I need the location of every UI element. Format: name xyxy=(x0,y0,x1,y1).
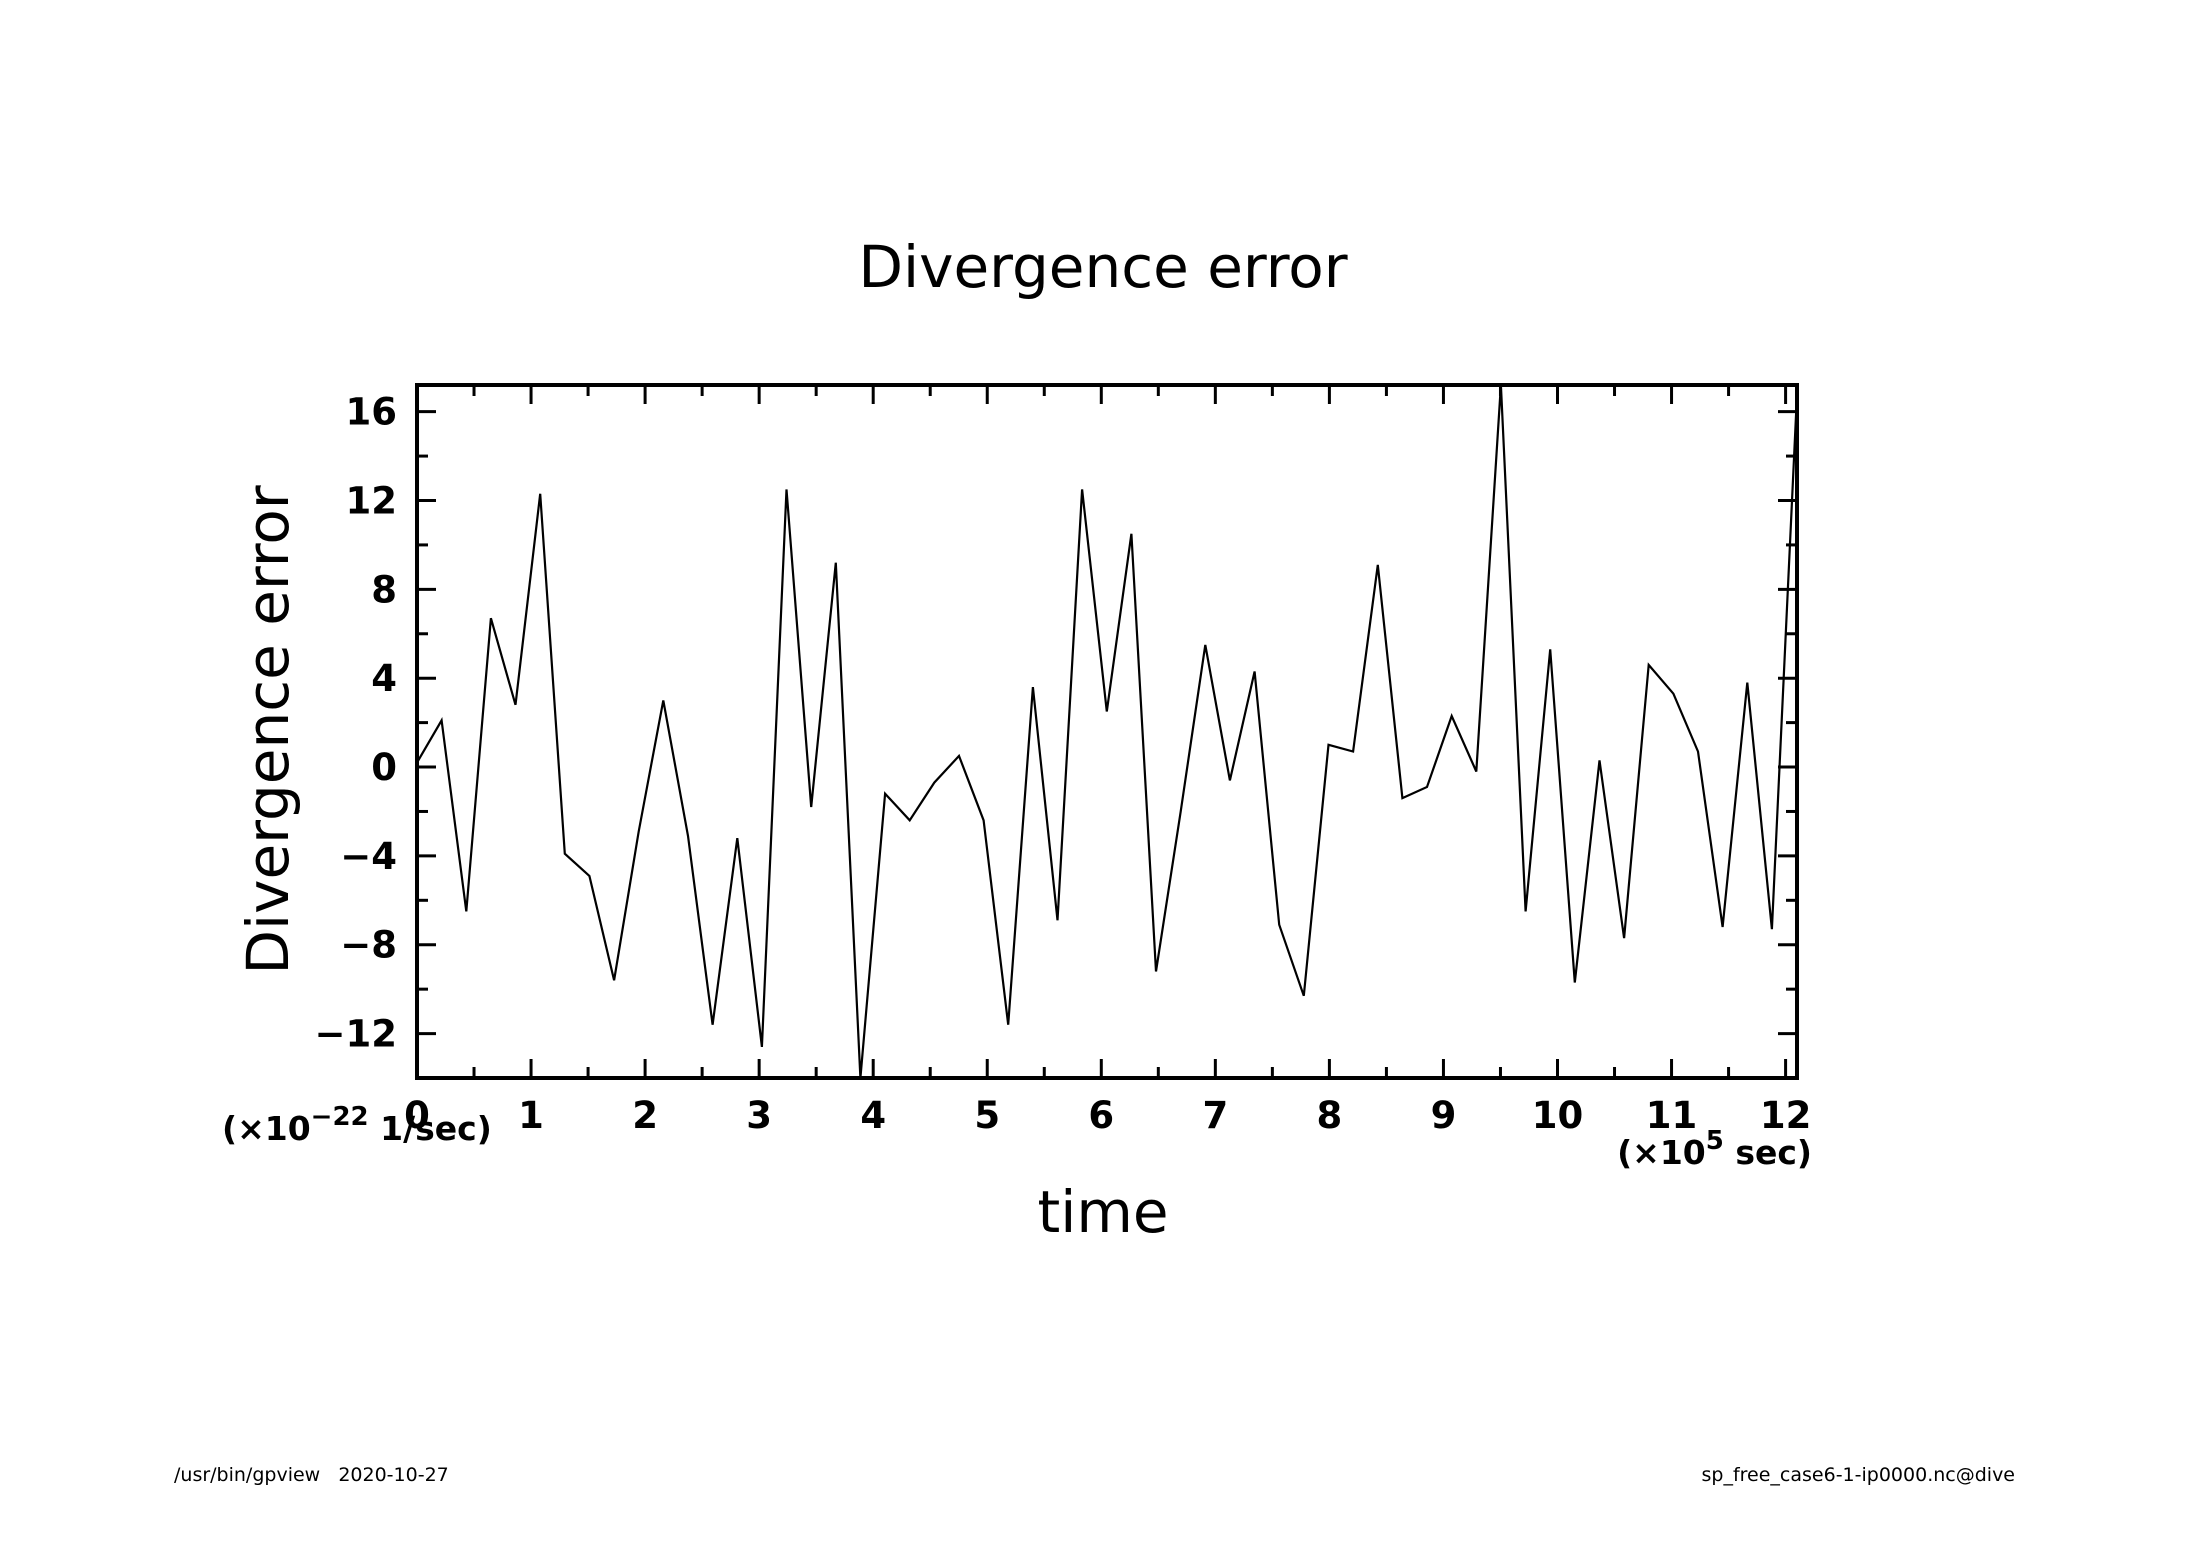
y-unit-suffix: 1/sec) xyxy=(369,1109,492,1148)
x-axis-unit: (×105 sec) xyxy=(1617,1126,1812,1172)
x-tick-label: 0 xyxy=(404,1094,430,1137)
y-axis-label: Divergence error xyxy=(234,485,302,974)
chart-title: Divergence error xyxy=(858,233,1347,301)
x-tick-label: 6 xyxy=(1088,1094,1114,1137)
x-tick-label: 10 xyxy=(1532,1094,1584,1137)
y-tick-label: 8 xyxy=(371,568,397,611)
series-line xyxy=(416,384,1798,1079)
x-tick-label: 4 xyxy=(860,1094,886,1137)
x-axis-label: time xyxy=(1037,1178,1168,1246)
x-unit-suffix: sec) xyxy=(1724,1133,1812,1172)
footer-left: /usr/bin/gpview 2020-10-27 xyxy=(174,1464,449,1486)
y-axis-tick-labels: −12 −8 −4 0 4 8 12 16 xyxy=(315,391,398,1056)
y-tick-label: 4 xyxy=(371,657,397,700)
footer-right: sp_free_case6-1-ip0000.nc@dive xyxy=(1702,1464,2015,1486)
x-tick-label: 1 xyxy=(518,1094,544,1137)
y-tick-label: −8 xyxy=(340,924,397,967)
y-tick-label: 16 xyxy=(346,391,398,434)
y-tick-label: −4 xyxy=(340,835,397,878)
y-axis-ticks xyxy=(417,410,1797,1080)
x-tick-label: 8 xyxy=(1317,1094,1343,1137)
y-unit-prefix: (×10 xyxy=(222,1109,311,1148)
y-tick-label: −12 xyxy=(315,1013,398,1056)
x-tick-label: 12 xyxy=(1760,1094,1812,1137)
x-tick-label: 3 xyxy=(746,1094,772,1137)
x-tick-label: 5 xyxy=(974,1094,1000,1137)
x-tick-label: 11 xyxy=(1646,1094,1698,1137)
x-tick-label: 2 xyxy=(632,1094,658,1137)
x-tick-label: 7 xyxy=(1202,1094,1228,1137)
y-unit-exponent: −22 xyxy=(311,1102,369,1132)
y-tick-label: 12 xyxy=(346,480,398,523)
plot-frame xyxy=(415,383,1799,1080)
x-unit-exponent: 5 xyxy=(1706,1126,1724,1156)
x-unit-prefix: (×10 xyxy=(1617,1133,1706,1172)
x-axis-tick-labels: 0 1 2 3 4 5 6 7 8 9 10 11 12 xyxy=(404,1094,1811,1137)
y-axis-unit: (×10−22 1/sec) xyxy=(222,1102,492,1148)
x-tick-label: 9 xyxy=(1431,1094,1457,1137)
x-axis-ticks xyxy=(415,385,1788,1078)
y-tick-label: 0 xyxy=(371,746,397,789)
